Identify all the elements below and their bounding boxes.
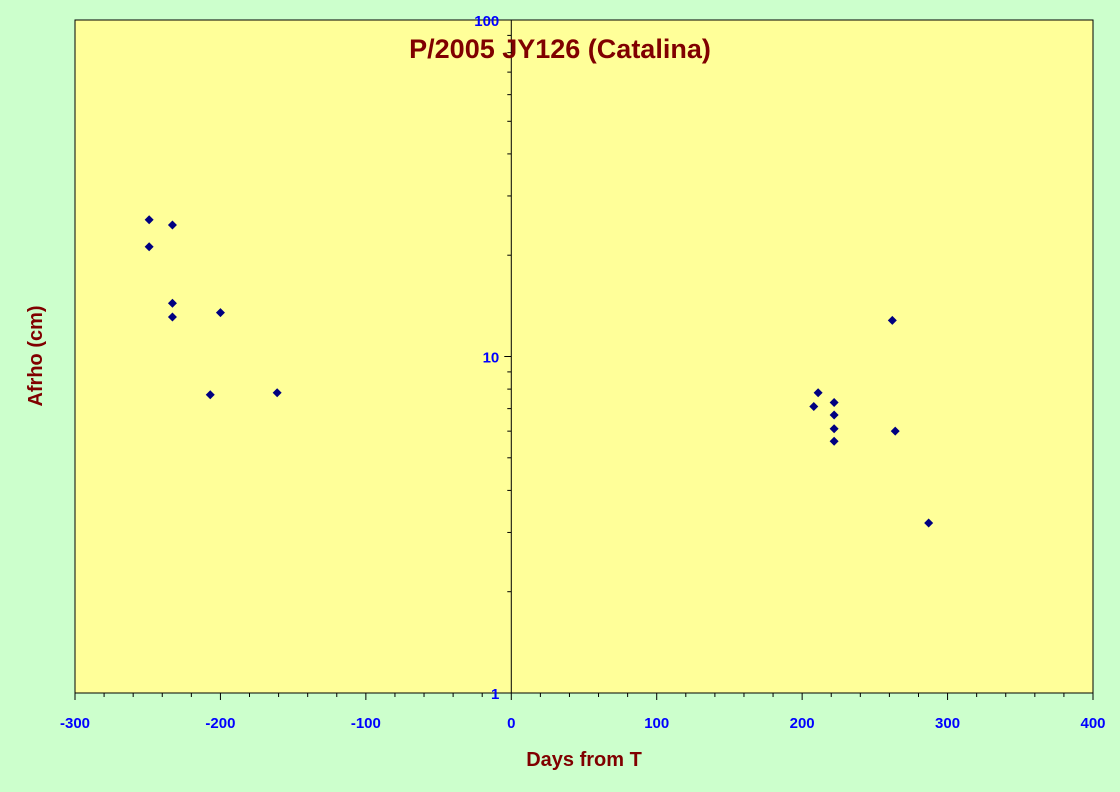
y-tick-label: 1 bbox=[491, 686, 499, 703]
data-point bbox=[829, 410, 839, 420]
x-tick-label: 300 bbox=[935, 715, 960, 732]
data-point bbox=[813, 388, 823, 398]
data-point bbox=[829, 397, 839, 407]
data-point bbox=[829, 424, 839, 434]
data-point bbox=[167, 312, 177, 322]
plot-area bbox=[74, 19, 1094, 694]
data-point bbox=[167, 298, 177, 308]
ticks: -300 -200 -100 0 100 200 300 400 1 10 100 bbox=[60, 13, 1106, 732]
y-tick-label: 100 bbox=[474, 13, 499, 30]
y-axis-title: Afrho (cm) bbox=[25, 305, 47, 406]
data-point bbox=[890, 426, 900, 436]
data-point bbox=[167, 220, 177, 230]
data-point bbox=[215, 308, 225, 318]
x-axis-title: Days from T bbox=[526, 749, 642, 771]
x-tick-label: -100 bbox=[351, 715, 381, 732]
data-point bbox=[144, 242, 154, 252]
x-tick-label: -200 bbox=[205, 715, 235, 732]
x-tick-label: 200 bbox=[790, 715, 815, 732]
x-tick-label: -300 bbox=[60, 715, 90, 732]
x-tick-label: 400 bbox=[1080, 715, 1105, 732]
chart-title: P/2005 JY126 (Catalina) bbox=[409, 34, 711, 64]
data-point bbox=[887, 315, 897, 325]
y-tick-label: 10 bbox=[483, 350, 500, 367]
data-point bbox=[924, 518, 934, 528]
data-points bbox=[144, 215, 934, 528]
data-point bbox=[205, 390, 215, 400]
x-tick-label: 100 bbox=[644, 715, 669, 732]
data-point bbox=[272, 388, 282, 398]
data-point bbox=[144, 215, 154, 225]
data-point bbox=[809, 402, 819, 412]
data-point bbox=[829, 436, 839, 446]
x-tick-label: 0 bbox=[507, 715, 515, 732]
